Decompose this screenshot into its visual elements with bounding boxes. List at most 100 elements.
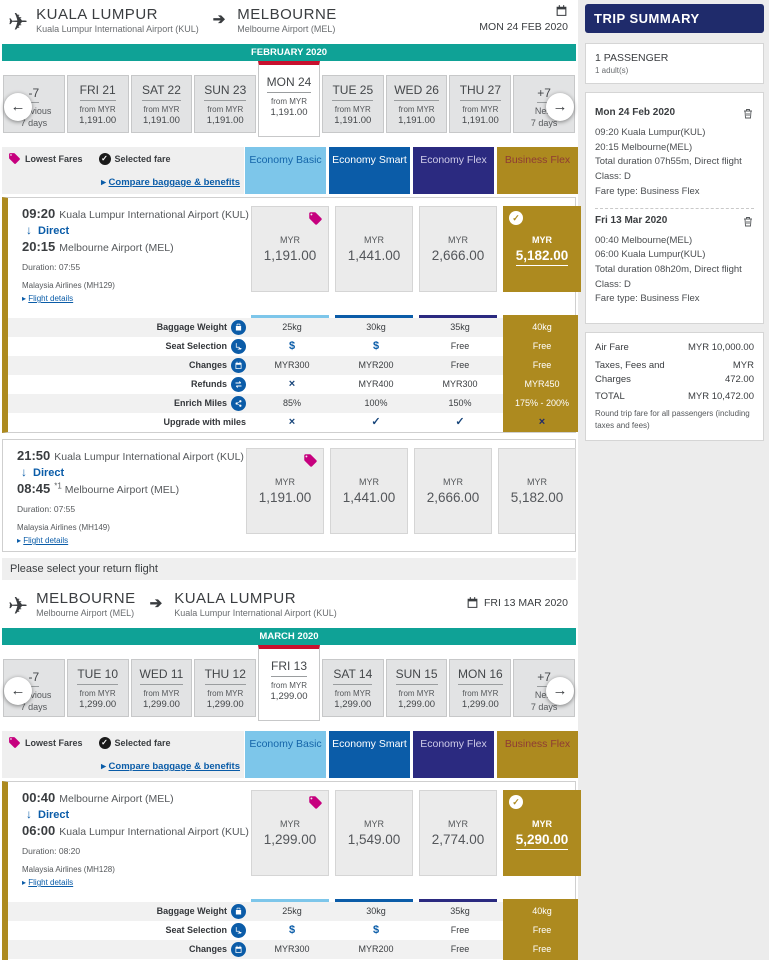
previous-week-button[interactable]: ← <box>4 677 32 705</box>
taxes-label: Taxes, Fees and Charges <box>595 359 665 385</box>
lowest-fare-tag-icon <box>9 153 20 164</box>
fare-economy-smart-price[interactable]: MYR 1,549.00 <box>335 790 413 876</box>
air-fare-value: MYR 10,000.00 <box>687 342 754 354</box>
down-arrow-icon: ↓ <box>21 465 27 479</box>
fare-column-economy-basic[interactable]: Economy Basic <box>245 731 326 778</box>
fare-column-economy-smart[interactable]: Economy Smart <box>329 731 410 778</box>
segment-class: Class: D <box>595 278 631 290</box>
fare-economy-basic-price[interactable]: MYR 1,191.00 <box>246 448 324 534</box>
lowest-fare-tag-icon <box>9 737 20 748</box>
outbound-date-label: MON 24 FEB 2020 <box>479 21 568 33</box>
route-arrow-icon: ➔ <box>212 11 226 28</box>
flight-details-link[interactable]: ▸ Flight details <box>17 536 69 545</box>
fare-column-business-flex[interactable]: Business Flex <box>497 731 578 778</box>
total-row: TOTAL MYR 10,472.00 <box>595 390 754 404</box>
outbound-flight-1-card: 09:20 Kuala Lumpur International Airport … <box>2 197 581 433</box>
benefit-row-refunds: Refunds × MYR400 MYR300 MYR450 <box>8 375 581 394</box>
lowest-fare-tag-icon <box>304 454 317 467</box>
day-tab-sun-15[interactable]: SUN 15 from MYR 1,299.00 <box>385 659 448 717</box>
origin-city: MELBOURNE <box>36 590 136 607</box>
fare-economy-smart-price[interactable]: MYR 1,441.00 <box>335 206 413 292</box>
day-tab-mon-24-selected[interactable]: MON 24 from MYR 1,191.00 <box>258 61 320 137</box>
passenger-type: 1 adult(s) <box>595 66 629 75</box>
lowest-fare-tag-icon <box>309 796 322 809</box>
day-tab-fri-13-selected[interactable]: FRI 13 from MYR 1,299.00 <box>258 645 320 721</box>
next-day-note: *1 <box>54 481 62 491</box>
day-tab-sat-14[interactable]: SAT 14 from MYR 1,299.00 <box>321 659 384 717</box>
segment-arrival: 06:00 Kuala Lumpur(KUL) <box>595 249 706 261</box>
remove-segment-trash-icon[interactable] <box>742 215 754 233</box>
compare-baggage-link[interactable]: ▸ Compare baggage & benefits <box>101 761 240 772</box>
baggage-icon <box>231 320 246 335</box>
segment-fare-type: Fare type: Business Flex <box>595 185 700 197</box>
fare-economy-flex-price[interactable]: MYR 2,774.00 <box>419 790 497 876</box>
fare-column-economy-smart[interactable]: Economy Smart <box>329 147 410 194</box>
previous-week-button[interactable]: ← <box>4 93 32 121</box>
fare-business-flex-price-selected[interactable]: ✓ MYR 5,290.00 <box>503 790 581 876</box>
changes-icon <box>231 358 246 373</box>
fare-economy-flex-price[interactable]: MYR 2,666.00 <box>414 448 492 534</box>
passenger-count: 1 PASSENGER <box>595 52 669 64</box>
destination-city: KUALA LUMPUR <box>174 590 297 607</box>
outbound-date: MON 24 FEB 2020 <box>479 4 568 33</box>
fare-business-flex-price-selected[interactable]: ✓ MYR 5,182.00 <box>503 206 581 292</box>
fare-business-flex-price[interactable]: MYR 5,182.00 <box>498 448 576 534</box>
selected-fare-label: Selected fare <box>114 737 171 748</box>
fare-column-economy-flex[interactable]: Economy Flex <box>413 147 494 194</box>
selected-fare-check-icon: ✓ <box>98 152 111 165</box>
calendar-icon <box>467 597 478 608</box>
taxes-row: Taxes, Fees and Charges MYR 472.00 <box>595 359 754 387</box>
flight-details-link[interactable]: ▸ Flight details <box>22 878 74 887</box>
day-tab-thu-27[interactable]: THU 27 from MYR 1,191.00 <box>449 75 512 133</box>
day-tab-tue-10[interactable]: TUE 10 from MYR 1,299.00 <box>66 659 129 717</box>
direct-label: ↓ Direct <box>21 465 65 479</box>
flight-details-link[interactable]: ▸ Flight details <box>22 294 74 303</box>
outbound-flight-2-card: 21:50 Kuala Lumpur International Airport … <box>2 439 576 552</box>
lowest-fares-label: Lowest Fares <box>25 153 83 164</box>
calendar-icon <box>556 5 567 16</box>
next-7-days-tab[interactable]: +7 Next 7 days <box>513 659 576 717</box>
day-tab-thu-12[interactable]: THU 12 from MYR 1,299.00 <box>194 659 257 717</box>
return-month-bar: MARCH 2020 <box>2 628 576 645</box>
outbound-flight-2-row: 21:50 Kuala Lumpur International Airport … <box>3 440 576 551</box>
fare-column-economy-flex[interactable]: Economy Flex <box>413 731 494 778</box>
fare-column-economy-basic[interactable]: Economy Basic <box>245 147 326 194</box>
day-tab-wed-11[interactable]: WED 11 from MYR 1,299.00 <box>130 659 193 717</box>
outbound-flight-1-row: 09:20 Kuala Lumpur International Airport … <box>8 198 581 309</box>
day-tab-sun-23[interactable]: SUN 23 from MYR 1,191.00 <box>194 75 257 133</box>
outbound-date-strip: -7 Previous 7 days FRI 21 from MYR 1,191.… <box>2 61 576 139</box>
compare-baggage-link[interactable]: ▸ Compare baggage & benefits <box>101 177 240 188</box>
return-flight-prompt: Please select your return flight <box>2 558 576 580</box>
fare-economy-flex-price[interactable]: MYR 2,666.00 <box>419 206 497 292</box>
route-arrow-icon: ➔ <box>149 595 163 612</box>
selected-fare-check-icon: ✓ <box>98 736 111 749</box>
return-section: ✈ MELBOURNE Melbourne Airport (MEL) ➔ KU… <box>2 584 581 960</box>
lowest-fare-tag-icon <box>309 212 322 225</box>
segment-date: Fri 13 Mar 2020 <box>595 214 668 226</box>
fare-economy-basic-price[interactable]: MYR 1,191.00 <box>251 206 329 292</box>
day-tab-fri-21[interactable]: FRI 21 from MYR 1,191.00 <box>66 75 129 133</box>
next-week-button[interactable]: → <box>546 93 574 121</box>
remove-segment-trash-icon[interactable] <box>742 107 754 125</box>
departure-time: 09:20 <box>22 206 56 221</box>
day-tab-sat-22[interactable]: SAT 22 from MYR 1,191.00 <box>130 75 193 133</box>
fare-column-business-flex[interactable]: Business Flex <box>497 147 578 194</box>
benefit-row-upgrade: Upgrade with miles × ✓ ✓ × <box>8 413 581 432</box>
day-tab-wed-26[interactable]: WED 26 from MYR 1,191.00 <box>385 75 448 133</box>
return-fare-header: Lowest Fares ✓ Selected fare ▸ Compare b… <box>2 731 578 778</box>
day-tab-mon-16[interactable]: MON 16 from MYR 1,299.00 <box>449 659 512 717</box>
fare-economy-basic-price[interactable]: MYR 1,299.00 <box>251 790 329 876</box>
return-date-strip: -7 Previous 7 days TUE 10 from MYR 1,299.… <box>2 645 576 723</box>
destination-city-block: MELBOURNE Melbourne Airport (MEL) <box>237 6 337 34</box>
next-week-button[interactable]: → <box>546 677 574 705</box>
fare-legend: Lowest Fares ✓ Selected fare ▸ Compare b… <box>2 147 244 194</box>
total-value: MYR 10,472.00 <box>687 391 754 403</box>
segment-duration: Total duration 07h55m, Direct flight <box>595 156 742 168</box>
day-tab-tue-25[interactable]: TUE 25 from MYR 1,191.00 <box>321 75 384 133</box>
segment-departure: 09:20 Kuala Lumpur(KUL) <box>595 127 706 138</box>
fare-economy-smart-price[interactable]: MYR 1,441.00 <box>330 448 408 534</box>
next-7-days-tab[interactable]: +7 Next 7 days <box>513 75 576 133</box>
airplane-icon: ✈ <box>8 593 29 620</box>
seat-icon <box>231 339 246 354</box>
return-flight-1-card: 00:40 Melbourne Airport (MEL) ↓ Direct 06:… <box>2 781 581 960</box>
